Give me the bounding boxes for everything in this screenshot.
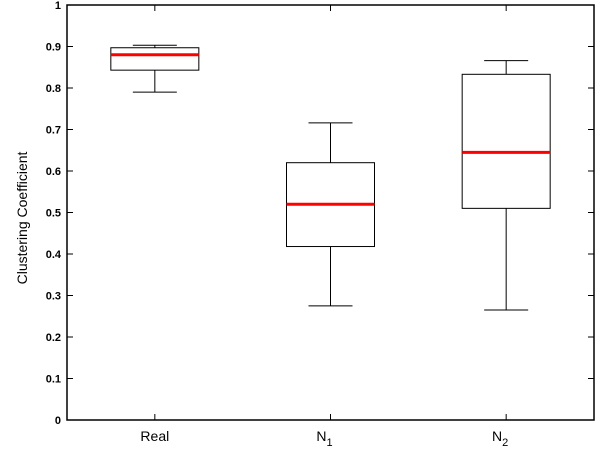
y-axis-title: Clustering Coefficient bbox=[14, 151, 30, 284]
y-tick-label: 0.5 bbox=[46, 208, 61, 220]
y-tick-label: 0.8 bbox=[46, 83, 61, 95]
x-category-label: Real bbox=[140, 428, 169, 444]
x-category-label: N1 bbox=[316, 428, 332, 449]
y-tick-label: 1 bbox=[55, 0, 61, 12]
box-iqr bbox=[110, 47, 200, 71]
y-tick-label: 0.9 bbox=[46, 42, 61, 54]
x-category-subscript: 2 bbox=[502, 437, 508, 449]
y-tick-label: 0.1 bbox=[46, 374, 61, 386]
y-tick-label: 0 bbox=[55, 415, 61, 427]
y-tick-label: 0.7 bbox=[46, 125, 61, 137]
x-category-subscript: 1 bbox=[327, 437, 333, 449]
y-tick-label: 0.3 bbox=[46, 291, 61, 303]
plot-area: 0 0.1 0.2 0.3 0.4 0.5 0.6 0.7 0.8 0.9 1 Real N1 N2 bbox=[46, 0, 595, 449]
y-tick-label: 0.2 bbox=[46, 332, 61, 344]
box-iqr bbox=[461, 73, 551, 209]
y-tick-label: 0.4 bbox=[46, 249, 62, 261]
x-category-label: N2 bbox=[492, 428, 508, 449]
y-tick-label: 0.6 bbox=[46, 166, 61, 178]
